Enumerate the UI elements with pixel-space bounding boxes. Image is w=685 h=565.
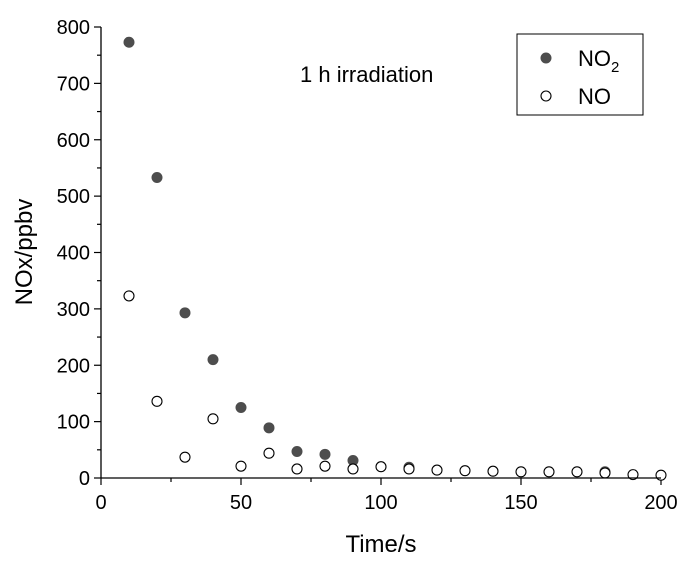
legend-no2-marker xyxy=(540,52,552,64)
y-tick-label: 100 xyxy=(57,412,90,434)
no-point xyxy=(347,463,359,475)
legend: NO2 NO xyxy=(516,33,644,116)
x-tick-label: 150 xyxy=(504,492,537,514)
legend-no-label: NO xyxy=(578,84,611,109)
no2-point xyxy=(123,36,135,48)
y-tick-label: 800 xyxy=(57,17,90,39)
legend-no2-label: NO2 xyxy=(578,46,619,76)
no-point xyxy=(627,469,639,481)
y-tick-label: 0 xyxy=(79,468,90,490)
y-tick-label: 500 xyxy=(57,186,90,208)
annotation-text: 1 h irradiation xyxy=(300,62,433,87)
no-point xyxy=(319,460,331,472)
no-point xyxy=(263,447,275,459)
x-axis-title: Time/s xyxy=(345,531,416,558)
no-point xyxy=(403,463,415,475)
no-point xyxy=(655,469,667,481)
no-point xyxy=(291,463,303,475)
no-point xyxy=(487,465,499,477)
no2-point xyxy=(207,354,219,366)
no-point xyxy=(515,466,527,478)
y-tick-label: 600 xyxy=(57,130,90,152)
no-point xyxy=(179,451,191,463)
no2-point xyxy=(263,422,275,434)
x-tick-label: 200 xyxy=(644,492,677,514)
no2-point xyxy=(179,307,191,319)
no-point xyxy=(207,413,219,425)
no2-point xyxy=(291,446,303,458)
y-tick-label: 700 xyxy=(57,73,90,95)
no-point xyxy=(123,290,135,302)
no-point xyxy=(571,466,583,478)
no-point xyxy=(459,465,471,477)
y-tick-label: 400 xyxy=(57,243,90,265)
no2-point xyxy=(235,402,247,414)
legend-box xyxy=(516,33,644,116)
axes-layer xyxy=(100,27,661,479)
no2-point xyxy=(151,172,163,184)
no-point xyxy=(431,464,443,476)
x-tick-label: 100 xyxy=(364,492,397,514)
x-tick-label: 50 xyxy=(230,492,252,514)
no-point xyxy=(543,466,555,478)
y-tick-label: 200 xyxy=(57,355,90,377)
y-tick-label: 300 xyxy=(57,299,90,321)
y-axis-title: NOx/ppbv xyxy=(11,199,38,306)
no2-point xyxy=(319,448,331,460)
ticks-layer: 0 50 100 150 200 0 100 200 300 400 500 600 700 800 xyxy=(57,17,678,514)
legend-no-marker xyxy=(540,90,552,102)
no-point xyxy=(599,467,611,479)
x-tick-label: 0 xyxy=(95,492,106,514)
no-point xyxy=(151,395,163,407)
no-point xyxy=(235,460,247,472)
no-point xyxy=(375,461,387,473)
